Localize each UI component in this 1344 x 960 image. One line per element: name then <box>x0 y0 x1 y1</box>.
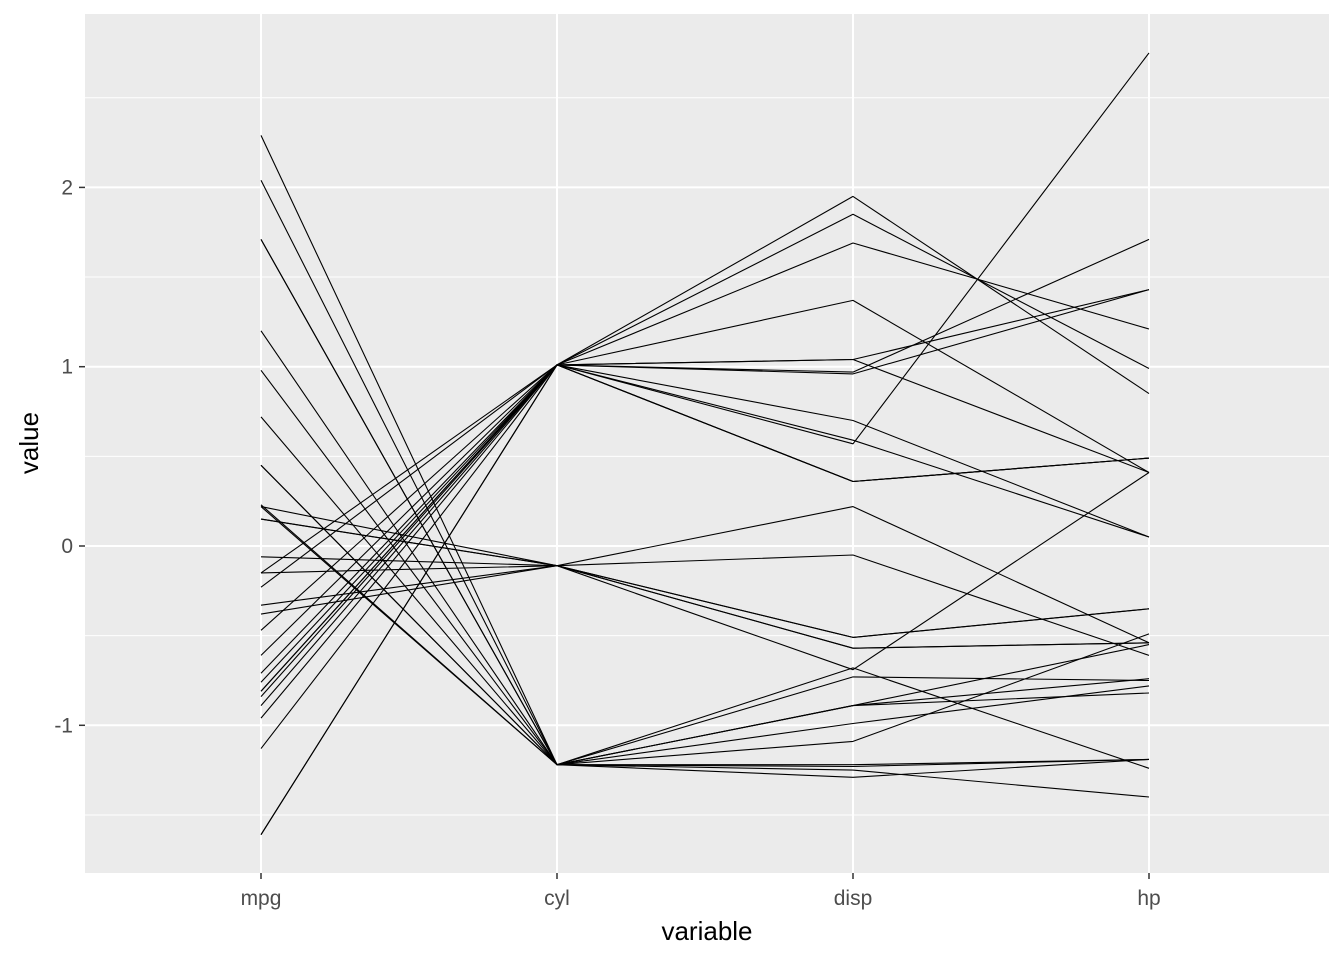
x-tick-label: cyl <box>544 887 570 910</box>
plot-panel <box>85 14 1329 873</box>
series-line-31 <box>260 52 1150 697</box>
series-line-8 <box>260 416 1150 769</box>
series-line-7 <box>260 289 1150 719</box>
series-line-22 <box>260 364 1150 683</box>
x-tick-label: hp <box>1137 887 1160 910</box>
x-axis-ticks: mpg cyl disp hp <box>241 873 1161 910</box>
series-line-26 <box>260 330 1150 766</box>
series-line-28 <box>260 239 1150 766</box>
y-tick-label: 2 <box>61 176 73 199</box>
series-line-24 <box>260 289 1150 749</box>
y-axis-title: value <box>14 412 44 474</box>
series-line-17 <box>260 242 1150 706</box>
series-lines <box>260 52 1150 835</box>
x-tick-label: mpg <box>241 887 282 910</box>
y-tick-label: 0 <box>61 535 73 558</box>
series-line-25 <box>260 299 1150 574</box>
series-line-20 <box>260 135 1150 778</box>
x-tick-label: disp <box>834 887 873 910</box>
series-line-16 <box>260 213 1150 835</box>
series-line-6 <box>260 554 1150 656</box>
series-line-30 <box>260 472 1150 671</box>
series-line-18 <box>260 179 1150 768</box>
y-tick-label: -1 <box>54 714 73 737</box>
series-line-32 <box>260 506 1150 766</box>
series-line-9 <box>260 464 1150 766</box>
y-tick-label: 1 <box>61 356 73 379</box>
x-axis-title: variable <box>661 916 752 946</box>
major-gridlines <box>85 14 1329 873</box>
series-line-2 <box>260 518 1150 649</box>
series-line-4 <box>260 506 1150 644</box>
series-line-29 <box>260 238 1150 674</box>
y-axis-ticks: -1 0 1 2 <box>54 176 85 737</box>
series-line-11 <box>260 565 1150 638</box>
series-line-23 <box>260 364 1150 692</box>
